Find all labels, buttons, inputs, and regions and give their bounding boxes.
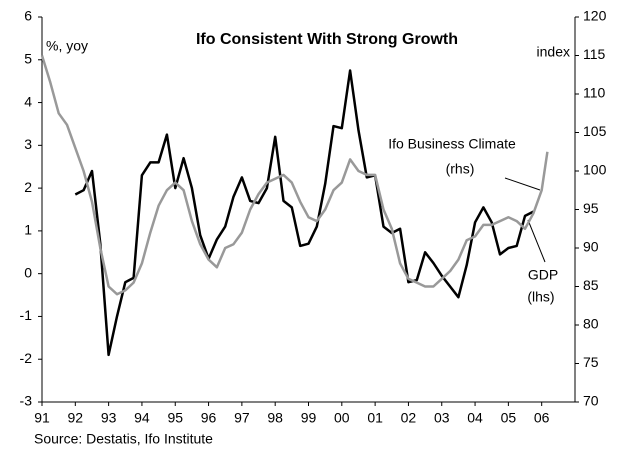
y2-tick-label: 85 bbox=[583, 277, 599, 293]
leader-line bbox=[504, 177, 541, 191]
x-tick-label: 05 bbox=[501, 410, 517, 426]
y-tick-label: 1 bbox=[24, 222, 32, 238]
annotation: (lhs) bbox=[527, 289, 554, 305]
y-tick-label: 5 bbox=[24, 50, 32, 66]
y-tick-label: 4 bbox=[24, 93, 32, 109]
x-tick-label: 94 bbox=[134, 410, 150, 426]
annotation: Ifo Business Climate bbox=[388, 136, 516, 152]
x-tick-label: 99 bbox=[301, 410, 317, 426]
x-tick-label: 93 bbox=[101, 410, 117, 426]
x-tick-label: 91 bbox=[34, 410, 50, 426]
x-tick-label: 92 bbox=[68, 410, 84, 426]
y2-tick-label: 95 bbox=[583, 200, 599, 216]
y2-axis-label: index bbox=[537, 44, 570, 60]
x-tick-label: 03 bbox=[434, 410, 450, 426]
series-line bbox=[74, 69, 534, 357]
annotation: GDP bbox=[528, 267, 558, 283]
y2-tick-label: 75 bbox=[583, 354, 599, 370]
y2-tick-label: 80 bbox=[583, 316, 599, 332]
y-tick-label: 6 bbox=[24, 8, 32, 24]
y2-tick-label: 110 bbox=[583, 85, 606, 101]
y-tick-label: -1 bbox=[20, 307, 33, 323]
x-tick-label: 02 bbox=[401, 410, 417, 426]
series-line bbox=[40, 55, 549, 296]
y2-tick-label: 105 bbox=[583, 123, 607, 139]
source: Source: Destatis, Ifo Institute bbox=[34, 431, 213, 447]
y2-tick-label: 100 bbox=[583, 162, 607, 178]
y-axis-label: %, yoy bbox=[46, 38, 88, 54]
x-tick-label: 01 bbox=[367, 410, 383, 426]
y-tick-label: 0 bbox=[24, 264, 32, 280]
annotation: (rhs) bbox=[446, 161, 475, 177]
x-tick-label: 97 bbox=[234, 410, 250, 426]
x-tick-label: 96 bbox=[201, 410, 217, 426]
y-tick-label: -2 bbox=[20, 350, 33, 366]
y2-tick-label: 120 bbox=[583, 8, 607, 24]
x-tick-label: 98 bbox=[267, 410, 283, 426]
y2-tick-label: 70 bbox=[583, 393, 599, 409]
y2-tick-label: 90 bbox=[583, 239, 599, 255]
leader-line bbox=[527, 219, 546, 263]
x-tick-label: 00 bbox=[334, 410, 350, 426]
y-tick-label: -3 bbox=[20, 393, 33, 409]
x-tick-label: 95 bbox=[167, 410, 183, 426]
y-tick-label: 3 bbox=[24, 136, 32, 152]
x-tick-label: 04 bbox=[467, 410, 483, 426]
y2-tick-label: 115 bbox=[583, 46, 606, 62]
x-tick-label: 06 bbox=[534, 410, 550, 426]
y-tick-label: 2 bbox=[24, 179, 32, 195]
chart-title: Ifo Consistent With Strong Growth bbox=[196, 31, 458, 48]
